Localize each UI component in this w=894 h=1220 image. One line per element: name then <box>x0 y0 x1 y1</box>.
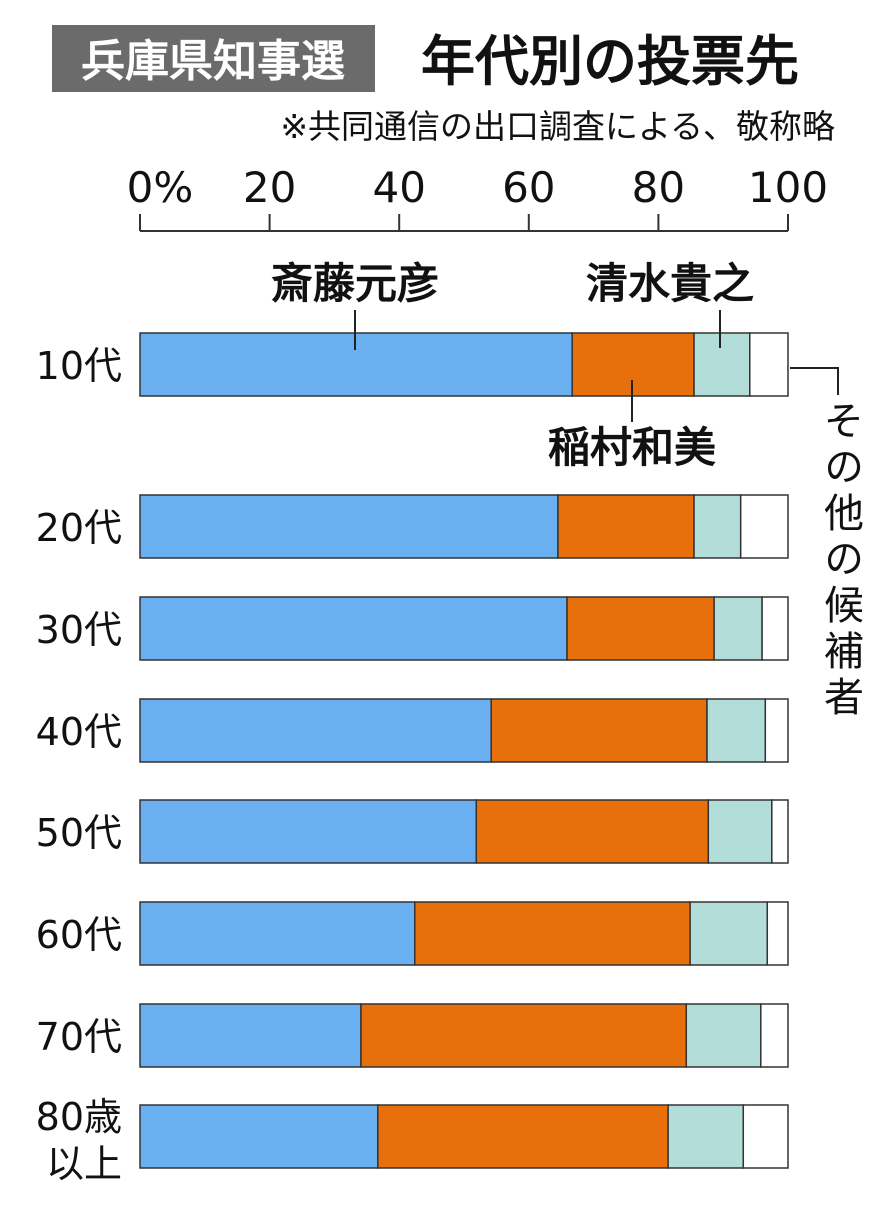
tick-label: 20 <box>243 163 296 212</box>
bar-segment <box>139 332 573 397</box>
bar-segment <box>360 1003 688 1068</box>
tick-label: 100 <box>748 163 828 212</box>
bar-segment <box>377 1104 669 1169</box>
category-label: 40代 <box>36 710 122 754</box>
bar-segment <box>667 1104 745 1169</box>
series-label: その他の候補者 <box>817 400 864 722</box>
category-label: 20代 <box>36 506 122 550</box>
chart-title: 年代別の投票先 <box>421 30 799 93</box>
bar-segment <box>414 901 691 966</box>
bar-segment <box>766 901 789 966</box>
bar-segment <box>571 332 695 397</box>
tick-label: 40 <box>372 163 425 212</box>
bar-segment <box>742 1104 789 1169</box>
category-label: 30代 <box>36 608 122 652</box>
chart-subtitle: ※共同通信の出口調査による、敬称略 <box>280 107 835 146</box>
bar-segment <box>693 494 742 559</box>
category-label: 70代 <box>36 1015 122 1059</box>
bar-segment <box>689 901 769 966</box>
bar-segment <box>739 494 789 559</box>
series-label: 斎藤元彦 <box>271 259 439 308</box>
bar-segment <box>557 494 695 559</box>
bar-segment <box>566 596 715 661</box>
category-label: 80歳 <box>36 1095 122 1139</box>
bar-segment <box>139 1104 379 1169</box>
series-label: 清水貴之 <box>586 259 754 308</box>
category-label: 50代 <box>36 811 122 855</box>
series-label: 稲村和美 <box>548 423 716 472</box>
category-label: 60代 <box>36 913 122 957</box>
tick-label: 80 <box>632 163 685 212</box>
category-label: 10代 <box>36 344 122 388</box>
leader-line <box>790 367 839 395</box>
bar-segment <box>139 596 568 661</box>
bar-segment <box>749 332 789 397</box>
bar-segment <box>706 698 767 763</box>
bar-segment <box>139 799 478 864</box>
category-label-line2: 以上 <box>46 1142 122 1186</box>
bar-segment <box>685 1003 762 1068</box>
bar-segment <box>139 698 492 763</box>
tick-label: 60 <box>502 163 555 212</box>
bars <box>139 332 789 1169</box>
bar-segment <box>139 1003 362 1068</box>
tag-background <box>52 25 375 92</box>
bar-segment <box>139 901 416 966</box>
bar-segment <box>693 332 751 397</box>
x-axis: 0% 20 40 60 80 100 <box>127 163 828 232</box>
bar-segment <box>713 596 763 661</box>
bar-segment <box>490 698 708 763</box>
bar-segment <box>475 799 710 864</box>
bar-segment <box>707 799 773 864</box>
bar-segment <box>139 494 559 559</box>
bar-segment <box>771 799 789 864</box>
tick-label: 0% <box>127 163 194 212</box>
bar-segment <box>761 596 789 661</box>
bar-segment <box>764 698 789 763</box>
bar-segment <box>760 1003 789 1068</box>
tag-label: 兵庫県知事選 <box>81 36 345 87</box>
